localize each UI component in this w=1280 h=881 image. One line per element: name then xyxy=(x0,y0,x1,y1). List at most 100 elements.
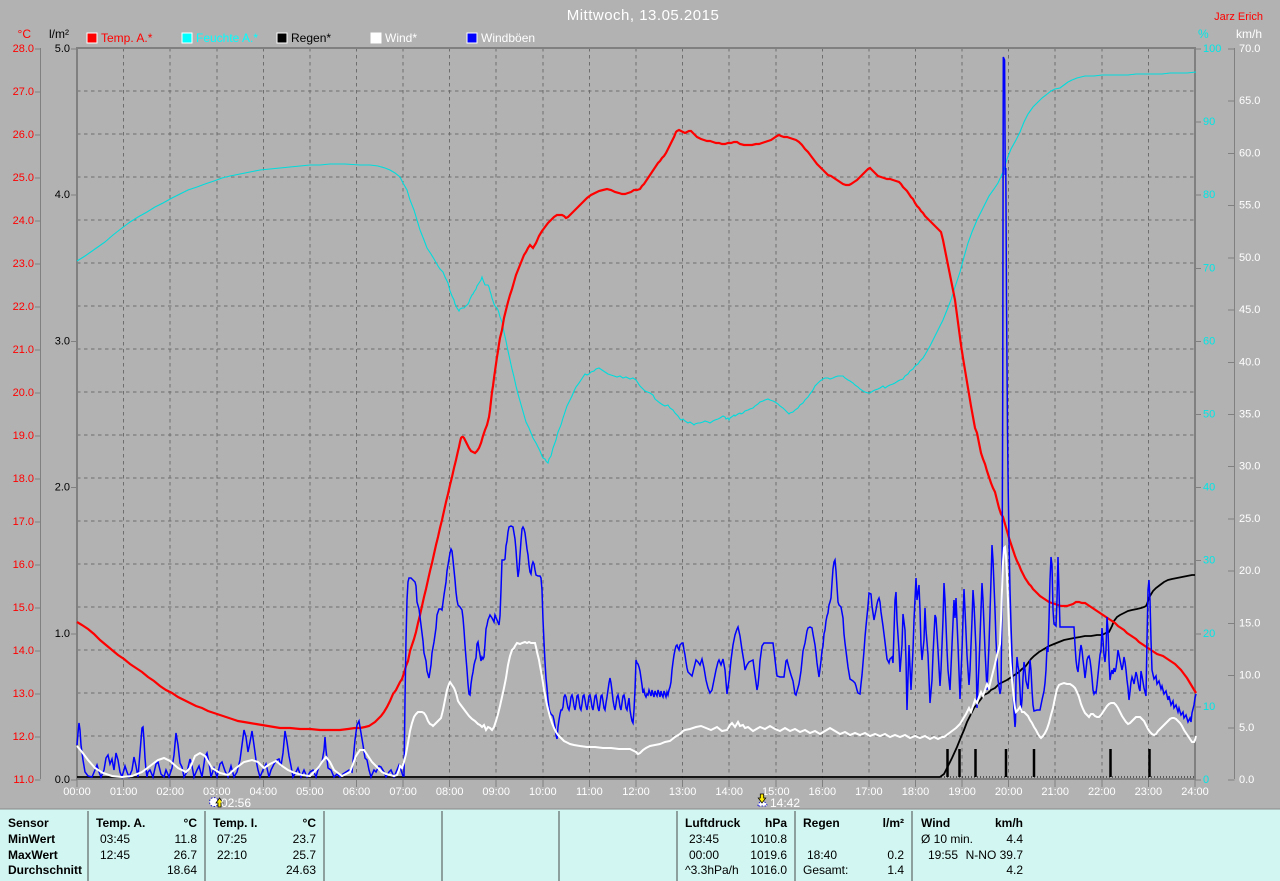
svg-text:Ø 10 min.: Ø 10 min. xyxy=(921,832,973,846)
svg-text:22.0: 22.0 xyxy=(13,301,34,313)
svg-text:21.0: 21.0 xyxy=(13,344,34,356)
svg-text:14:00: 14:00 xyxy=(715,786,743,798)
svg-text:22:00: 22:00 xyxy=(1088,786,1116,798)
svg-text:Sensor: Sensor xyxy=(8,816,49,830)
svg-text:km/h: km/h xyxy=(995,816,1023,830)
svg-text:05:00: 05:00 xyxy=(296,786,324,798)
svg-text:13:00: 13:00 xyxy=(669,786,697,798)
svg-text:4.0: 4.0 xyxy=(55,189,70,201)
svg-text:02:56: 02:56 xyxy=(221,796,251,810)
svg-text:14:42: 14:42 xyxy=(770,796,800,810)
svg-text:30.0: 30.0 xyxy=(1239,461,1260,473)
svg-text:5.0: 5.0 xyxy=(55,43,70,55)
svg-text:Wind: Wind xyxy=(921,816,950,830)
svg-text:20:00: 20:00 xyxy=(995,786,1023,798)
svg-text:1016.0: 1016.0 xyxy=(750,863,787,877)
svg-text:5.0: 5.0 xyxy=(1239,722,1254,734)
svg-text:27.0: 27.0 xyxy=(13,86,34,98)
svg-text:0.0: 0.0 xyxy=(1239,774,1254,786)
svg-text:15.0: 15.0 xyxy=(13,602,34,614)
svg-text:Durchschnitt: Durchschnitt xyxy=(8,863,82,877)
svg-text:50: 50 xyxy=(1203,409,1215,421)
svg-text:Temp. A.: Temp. A. xyxy=(96,816,145,830)
svg-text:26.0: 26.0 xyxy=(13,129,34,141)
svg-text:26.7: 26.7 xyxy=(174,848,198,862)
svg-text:19.0: 19.0 xyxy=(13,430,34,442)
svg-text:1019.6: 1019.6 xyxy=(750,848,787,862)
svg-text:60.0: 60.0 xyxy=(1239,147,1260,159)
svg-text:15.0: 15.0 xyxy=(1239,617,1260,629)
svg-text:Mittwoch, 13.05.2015: Mittwoch, 13.05.2015 xyxy=(567,7,720,24)
svg-text:70.0: 70.0 xyxy=(1239,43,1260,55)
svg-text:%: % xyxy=(1198,27,1209,41)
svg-text:07:00: 07:00 xyxy=(389,786,417,798)
svg-text:Jarz Erich: Jarz Erich xyxy=(1214,11,1263,23)
svg-text:11:00: 11:00 xyxy=(576,786,603,798)
svg-text:15:00: 15:00 xyxy=(762,786,790,798)
svg-text:Regen*: Regen* xyxy=(291,31,331,45)
svg-text:04:00: 04:00 xyxy=(250,786,278,798)
svg-text:19:55: 19:55 xyxy=(928,848,958,862)
svg-text:10: 10 xyxy=(1203,701,1215,713)
svg-text:100: 100 xyxy=(1203,43,1221,55)
svg-text:0: 0 xyxy=(1203,774,1209,786)
svg-text:°C: °C xyxy=(303,816,317,830)
svg-text:20.0: 20.0 xyxy=(13,387,34,399)
svg-text:Luftdruck: Luftdruck xyxy=(685,816,741,830)
svg-text:65.0: 65.0 xyxy=(1239,95,1260,107)
svg-text:25.7: 25.7 xyxy=(293,848,317,862)
svg-text:70: 70 xyxy=(1203,262,1215,274)
svg-text:03:45: 03:45 xyxy=(100,832,130,846)
svg-text:21:00: 21:00 xyxy=(1041,786,1069,798)
svg-text:Gesamt:: Gesamt: xyxy=(803,863,848,877)
svg-text:hPa: hPa xyxy=(765,816,787,830)
svg-text:23.0: 23.0 xyxy=(13,258,34,270)
svg-text:km/h: km/h xyxy=(1236,27,1262,41)
svg-text:25.0: 25.0 xyxy=(1239,513,1260,525)
svg-text:08:00: 08:00 xyxy=(436,786,464,798)
svg-text:30: 30 xyxy=(1203,555,1215,567)
svg-text:^3.3hPa/h: ^3.3hPa/h xyxy=(685,863,739,877)
svg-text:00:00: 00:00 xyxy=(63,786,91,798)
svg-text:4.4: 4.4 xyxy=(1006,832,1023,846)
svg-text:18.0: 18.0 xyxy=(13,473,34,485)
svg-text:1.4: 1.4 xyxy=(887,863,904,877)
svg-text:40.0: 40.0 xyxy=(1239,356,1260,368)
svg-text:60: 60 xyxy=(1203,335,1215,347)
svg-text:MaxWert: MaxWert xyxy=(8,848,58,862)
svg-text:90: 90 xyxy=(1203,116,1215,128)
svg-text:3.0: 3.0 xyxy=(55,335,70,347)
svg-text:18.64: 18.64 xyxy=(167,863,197,877)
svg-text:10.0: 10.0 xyxy=(1239,670,1260,682)
svg-text:°C: °C xyxy=(18,27,32,41)
svg-text:50.0: 50.0 xyxy=(1239,252,1260,264)
svg-text:12:45: 12:45 xyxy=(100,848,130,862)
svg-text:Wind*: Wind* xyxy=(385,31,417,45)
svg-text:01:00: 01:00 xyxy=(110,786,138,798)
svg-text:02:00: 02:00 xyxy=(156,786,184,798)
svg-text:14.0: 14.0 xyxy=(13,645,34,657)
svg-text:17.0: 17.0 xyxy=(13,516,34,528)
svg-text:13.0: 13.0 xyxy=(13,688,34,700)
svg-text:l/m²: l/m² xyxy=(883,816,904,830)
svg-text:0.2: 0.2 xyxy=(887,848,904,862)
svg-text:07:25: 07:25 xyxy=(217,832,247,846)
svg-text:Feuchte A.*: Feuchte A.* xyxy=(196,31,258,45)
svg-text:55.0: 55.0 xyxy=(1239,200,1260,212)
svg-text:23.7: 23.7 xyxy=(293,832,317,846)
svg-text:06:00: 06:00 xyxy=(343,786,371,798)
svg-text:19:00: 19:00 xyxy=(948,786,976,798)
svg-text:18:00: 18:00 xyxy=(902,786,930,798)
svg-text:17:00: 17:00 xyxy=(855,786,883,798)
svg-text:Temp. I.: Temp. I. xyxy=(213,816,257,830)
svg-text:24.63: 24.63 xyxy=(286,863,316,877)
svg-text:23:45: 23:45 xyxy=(689,832,719,846)
svg-text:11.0: 11.0 xyxy=(13,774,34,786)
svg-text:20.0: 20.0 xyxy=(1239,565,1260,577)
svg-text:22:10: 22:10 xyxy=(217,848,247,862)
svg-text:Windböen: Windböen xyxy=(481,31,535,45)
svg-text:N-NO 39.7: N-NO 39.7 xyxy=(966,848,1024,862)
svg-text:12:00: 12:00 xyxy=(622,786,650,798)
svg-text:35.0: 35.0 xyxy=(1239,409,1260,421)
svg-text:28.0: 28.0 xyxy=(13,43,34,55)
